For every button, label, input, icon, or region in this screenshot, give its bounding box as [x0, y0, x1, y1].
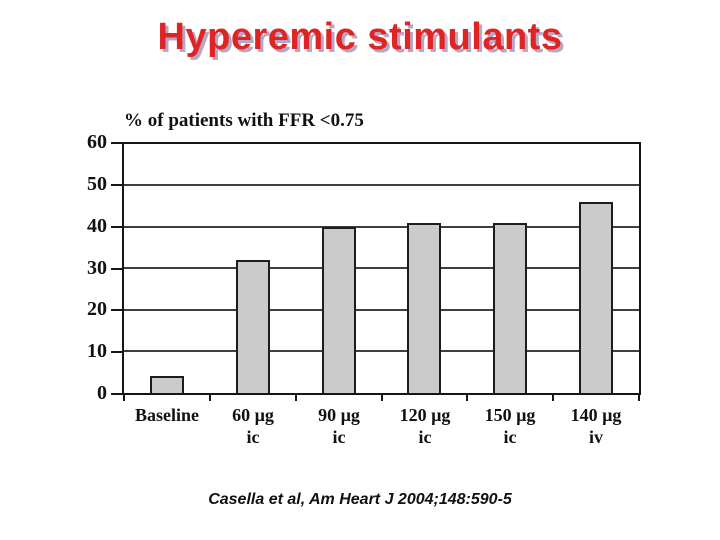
- gridline: [124, 226, 639, 228]
- x-axis-tick: [295, 395, 297, 401]
- x-tick-label: 60 µg ic: [232, 405, 274, 447]
- chart-title: % of patients with FFR <0.75: [124, 110, 364, 131]
- x-tick-label: 120 µg ic: [399, 405, 451, 447]
- gridline: [124, 309, 639, 311]
- y-axis-tick: [111, 309, 122, 311]
- x-axis-tick: [209, 395, 211, 401]
- gridline: [124, 350, 639, 352]
- x-tick-label: 140 µg iv: [570, 405, 622, 447]
- x-tick-label: 150 µg ic: [484, 405, 536, 447]
- x-axis-line: [111, 393, 124, 395]
- y-tick-label: 20: [87, 298, 107, 320]
- x-tick-label: 90 µg ic: [318, 405, 360, 447]
- x-axis-tick: [552, 395, 554, 401]
- y-tick-label: 40: [87, 215, 107, 237]
- y-tick-label: 10: [87, 340, 107, 362]
- bar: [236, 260, 270, 393]
- slide-title: Hyperemic stimulants: [157, 16, 563, 58]
- y-tick-label: 30: [87, 257, 107, 279]
- x-axis-tick: [381, 395, 383, 401]
- plot-area: [122, 142, 641, 395]
- bar: [322, 227, 356, 393]
- bar: [407, 223, 441, 393]
- citation-text: Casella et al, Am Heart J 2004;148:590-5: [208, 491, 512, 508]
- y-axis-tick: [111, 184, 122, 186]
- y-axis-tick: [111, 142, 122, 144]
- x-axis-tick: [123, 395, 125, 401]
- x-tick-label: Baseline: [134, 405, 199, 425]
- y-tick-label: 0: [97, 382, 107, 404]
- gridline: [124, 184, 639, 186]
- y-axis-tick: [111, 226, 122, 228]
- bar: [150, 376, 184, 393]
- y-axis-tick: [111, 268, 122, 270]
- y-tick-label: 50: [87, 173, 107, 195]
- x-axis-tick: [638, 395, 640, 401]
- bar: [579, 202, 613, 393]
- gridline: [124, 267, 639, 269]
- x-axis-tick: [466, 395, 468, 401]
- y-tick-label: 60: [87, 131, 107, 153]
- y-axis-tick: [111, 351, 122, 353]
- bar: [493, 223, 527, 393]
